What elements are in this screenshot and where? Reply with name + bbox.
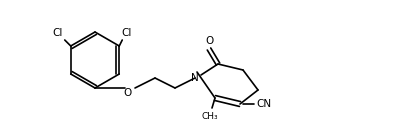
Text: O: O xyxy=(205,36,213,46)
Text: CN: CN xyxy=(256,99,271,109)
Text: N: N xyxy=(191,73,199,83)
Text: CH₃: CH₃ xyxy=(202,112,218,121)
Text: Cl: Cl xyxy=(121,28,132,38)
Text: Cl: Cl xyxy=(53,28,63,38)
Text: O: O xyxy=(124,88,132,98)
